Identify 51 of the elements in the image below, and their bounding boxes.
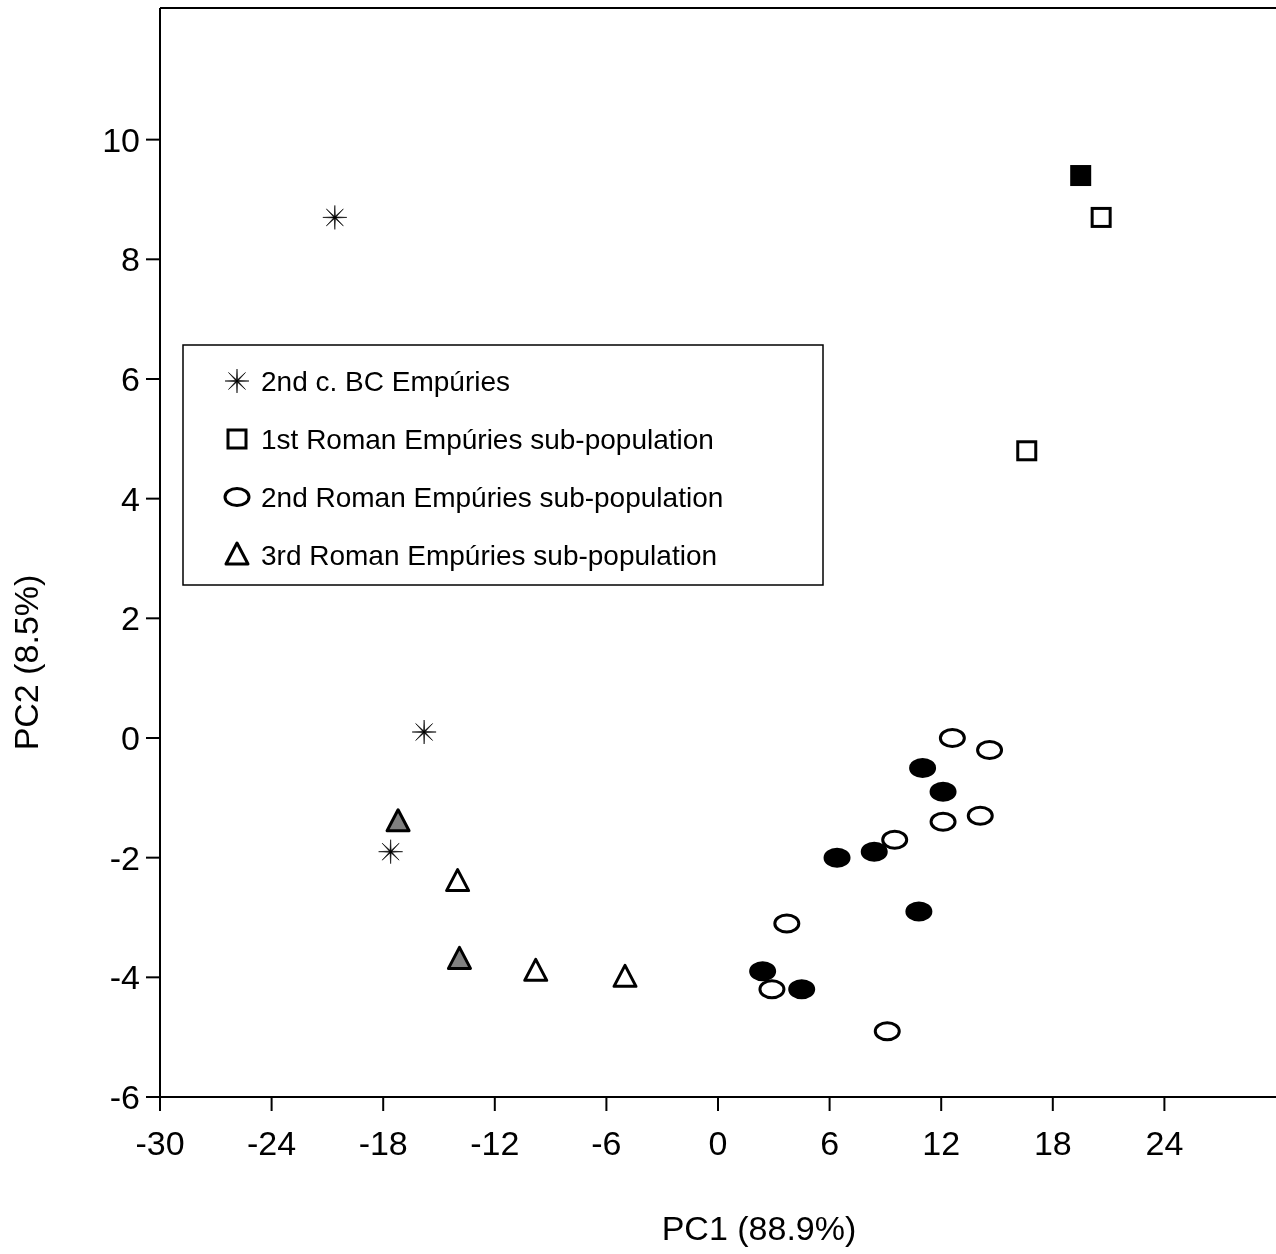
x-tick-label: -6 bbox=[591, 1124, 622, 1162]
x-tick-label: -12 bbox=[470, 1124, 520, 1162]
legend-label: 1st Roman Empúries sub-population bbox=[261, 423, 714, 455]
point bbox=[1090, 206, 1112, 228]
y-tick-label: 2 bbox=[121, 599, 140, 638]
x-axis-title: PC1 (88.9%) bbox=[661, 1209, 857, 1247]
point bbox=[860, 841, 888, 862]
y-tick-label: 6 bbox=[121, 359, 140, 398]
point bbox=[929, 781, 957, 802]
point bbox=[378, 839, 403, 864]
y-axis-title: PC2 (8.5%) bbox=[7, 574, 45, 751]
legend-label: 2nd c. BC Empúries bbox=[261, 365, 510, 397]
point bbox=[966, 805, 994, 826]
point bbox=[823, 847, 851, 868]
point bbox=[1070, 165, 1092, 187]
x-tick-label: 6 bbox=[820, 1124, 840, 1162]
point bbox=[749, 961, 777, 982]
point bbox=[873, 1021, 901, 1042]
point bbox=[938, 727, 966, 748]
point bbox=[773, 913, 801, 934]
legend-label: 2nd Roman Empúries sub-population bbox=[261, 481, 724, 513]
point bbox=[322, 205, 348, 230]
x-tick-label: 24 bbox=[1145, 1124, 1184, 1162]
point bbox=[909, 757, 937, 778]
x-tick-label: -30 bbox=[135, 1124, 185, 1162]
point bbox=[976, 739, 1004, 760]
point bbox=[523, 957, 549, 982]
y-tick-label: 10 bbox=[102, 120, 140, 159]
point bbox=[445, 868, 471, 893]
y-tick-label: -2 bbox=[109, 838, 140, 877]
x-tick-label: 12 bbox=[922, 1124, 961, 1162]
point bbox=[411, 719, 437, 745]
y-tick-label: 0 bbox=[121, 718, 140, 757]
point bbox=[758, 979, 786, 1000]
y-tick-label: -4 bbox=[109, 958, 140, 997]
y-tick-label: 4 bbox=[121, 479, 140, 518]
point bbox=[905, 901, 933, 922]
point bbox=[385, 808, 411, 833]
x-tick-label: 18 bbox=[1033, 1124, 1072, 1162]
point bbox=[612, 963, 638, 988]
x-tick-label: 0 bbox=[708, 1124, 728, 1162]
x-tick-label: -24 bbox=[247, 1124, 297, 1162]
point bbox=[929, 811, 957, 832]
y-tick-label: 8 bbox=[121, 240, 140, 279]
y-tick-label: -6 bbox=[109, 1077, 140, 1116]
point bbox=[881, 829, 909, 850]
x-tick-label: -18 bbox=[358, 1124, 408, 1162]
point bbox=[446, 945, 472, 970]
point bbox=[788, 979, 816, 1000]
legend-label: 3rd Roman Empúries sub-population bbox=[261, 539, 718, 571]
point bbox=[1016, 440, 1038, 462]
